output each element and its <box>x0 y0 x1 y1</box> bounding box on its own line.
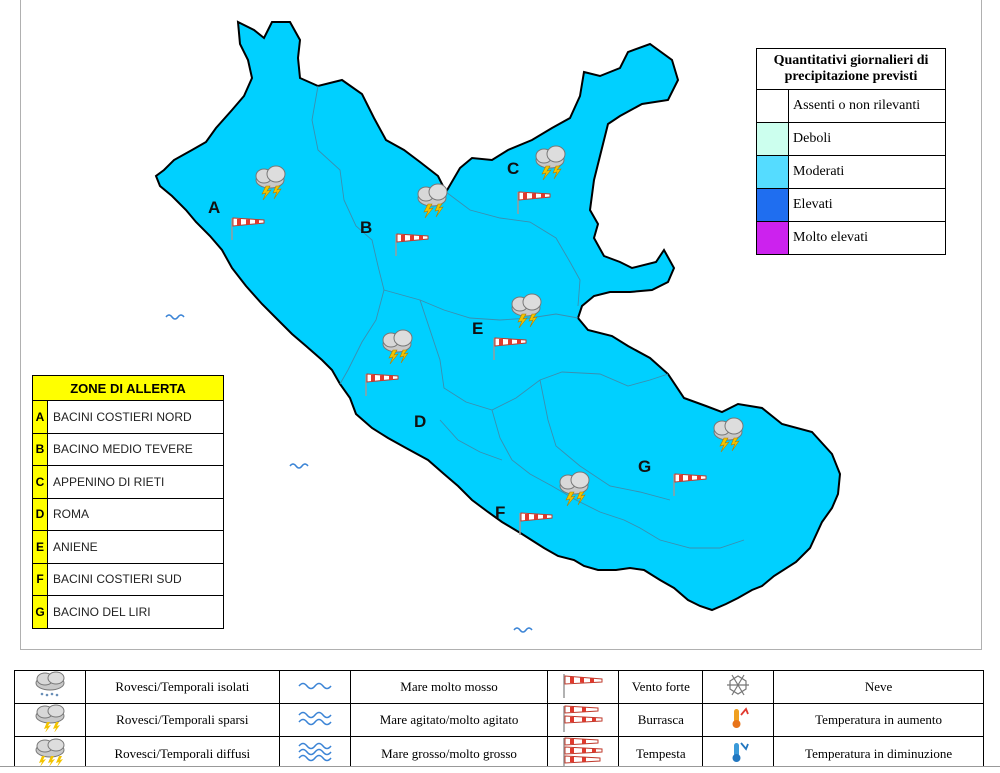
sea-wave-icon <box>513 627 533 633</box>
zone-name: BACINO MEDIO TEVERE <box>47 432 224 466</box>
color-swatch <box>756 122 789 156</box>
precipitation-label: Deboli <box>788 122 946 156</box>
alert-zones-title: ZONE DI ALLERTA <box>32 375 224 401</box>
legend-label: Rovesci/Temporali isolati <box>85 670 280 704</box>
precipitation-legend: Quantitativi giornalieri di precipitazio… <box>756 48 946 255</box>
windsock-2-icon <box>547 703 620 737</box>
precipitation-legend-item: Assenti o non rilevanti <box>756 89 946 123</box>
zone-row: E ANIENE <box>32 530 224 564</box>
color-swatch <box>756 221 789 255</box>
sea-wave-2-icon <box>278 703 351 737</box>
color-swatch <box>756 89 789 123</box>
zone-row: A BACINI COSTIERI NORD <box>32 400 224 434</box>
precipitation-legend-item: Moderati <box>756 155 946 189</box>
zone-row: D ROMA <box>32 497 224 531</box>
legend-label: Mare agitato/molto agitato <box>349 703 549 737</box>
zone-label-f: F <box>495 503 505 522</box>
storm-cloud-icon <box>14 703 86 737</box>
zone-label-e: E <box>472 319 483 338</box>
zone-row: C APPENINO DI RIETI <box>32 465 224 499</box>
snowflake-icon <box>702 670 775 704</box>
precipitation-legend-item: Deboli <box>756 122 946 156</box>
zone-name: BACINO DEL LIRI <box>47 595 224 629</box>
precipitation-label: Assenti o non rilevanti <box>788 89 946 123</box>
zone-name: ANIENE <box>47 530 224 564</box>
zone-name: BACINI COSTIERI NORD <box>47 400 224 434</box>
zone-name: APPENINO DI RIETI <box>47 465 224 499</box>
sea-wave-icon <box>289 463 309 469</box>
zone-row: G BACINO DEL LIRI <box>32 595 224 629</box>
precipitation-legend-title: Quantitativi giornalieri di precipitazio… <box>756 48 946 90</box>
legend-label: Burrasca <box>618 703 704 737</box>
zone-code: E <box>32 530 48 564</box>
zone-code: C <box>32 465 48 499</box>
legend-label: Neve <box>773 670 984 704</box>
zone-code: F <box>32 562 48 596</box>
precipitation-label: Molto elevati <box>788 221 946 255</box>
lazio-region <box>154 20 842 612</box>
legend-row: Rovesci/Temporali sparsi Mare agitato/mo… <box>14 703 984 737</box>
precipitation-legend-item: Elevati <box>756 188 946 222</box>
zone-boundaries <box>311 85 745 549</box>
legend-label: Rovesci/Temporali sparsi <box>85 703 280 737</box>
thermometer-up-icon <box>702 703 775 737</box>
lazio-map: A B C D E F G <box>154 20 842 633</box>
zone-row: F BACINI COSTIERI SUD <box>32 562 224 596</box>
zone-label-g: G <box>638 457 651 476</box>
color-swatch <box>756 155 789 189</box>
precipitation-legend-item: Molto elevati <box>756 221 946 255</box>
sea-wave-icon <box>165 314 185 320</box>
legend-row: Rovesci/Temporali isolati Mare molto mos… <box>14 670 984 704</box>
legend-label: Mare molto mosso <box>349 670 549 704</box>
zone-label-c: C <box>507 159 519 178</box>
zone-code: G <box>32 595 48 629</box>
page-bottom-edge <box>0 766 1000 773</box>
zone-code: A <box>32 400 48 434</box>
zone-name: ROMA <box>47 497 224 531</box>
windsock-1-icon <box>547 670 620 704</box>
color-swatch <box>756 188 789 222</box>
symbol-legend: Rovesci/Temporali isolati Mare molto mos… <box>14 670 984 772</box>
zone-label-a: A <box>208 198 220 217</box>
zone-code: B <box>32 432 48 466</box>
storm-cloud-icon <box>14 670 86 704</box>
precipitation-label: Moderati <box>788 155 946 189</box>
zone-label-b: B <box>360 218 372 237</box>
legend-label: Vento forte <box>618 670 704 704</box>
precipitation-label: Elevati <box>788 188 946 222</box>
zone-name: BACINI COSTIERI SUD <box>47 562 224 596</box>
legend-label: Temperatura in aumento <box>773 703 984 737</box>
zone-code: D <box>32 497 48 531</box>
sea-wave-1-icon <box>278 670 351 704</box>
zone-row: B BACINO MEDIO TEVERE <box>32 432 224 466</box>
zone-label-d: D <box>414 412 426 431</box>
